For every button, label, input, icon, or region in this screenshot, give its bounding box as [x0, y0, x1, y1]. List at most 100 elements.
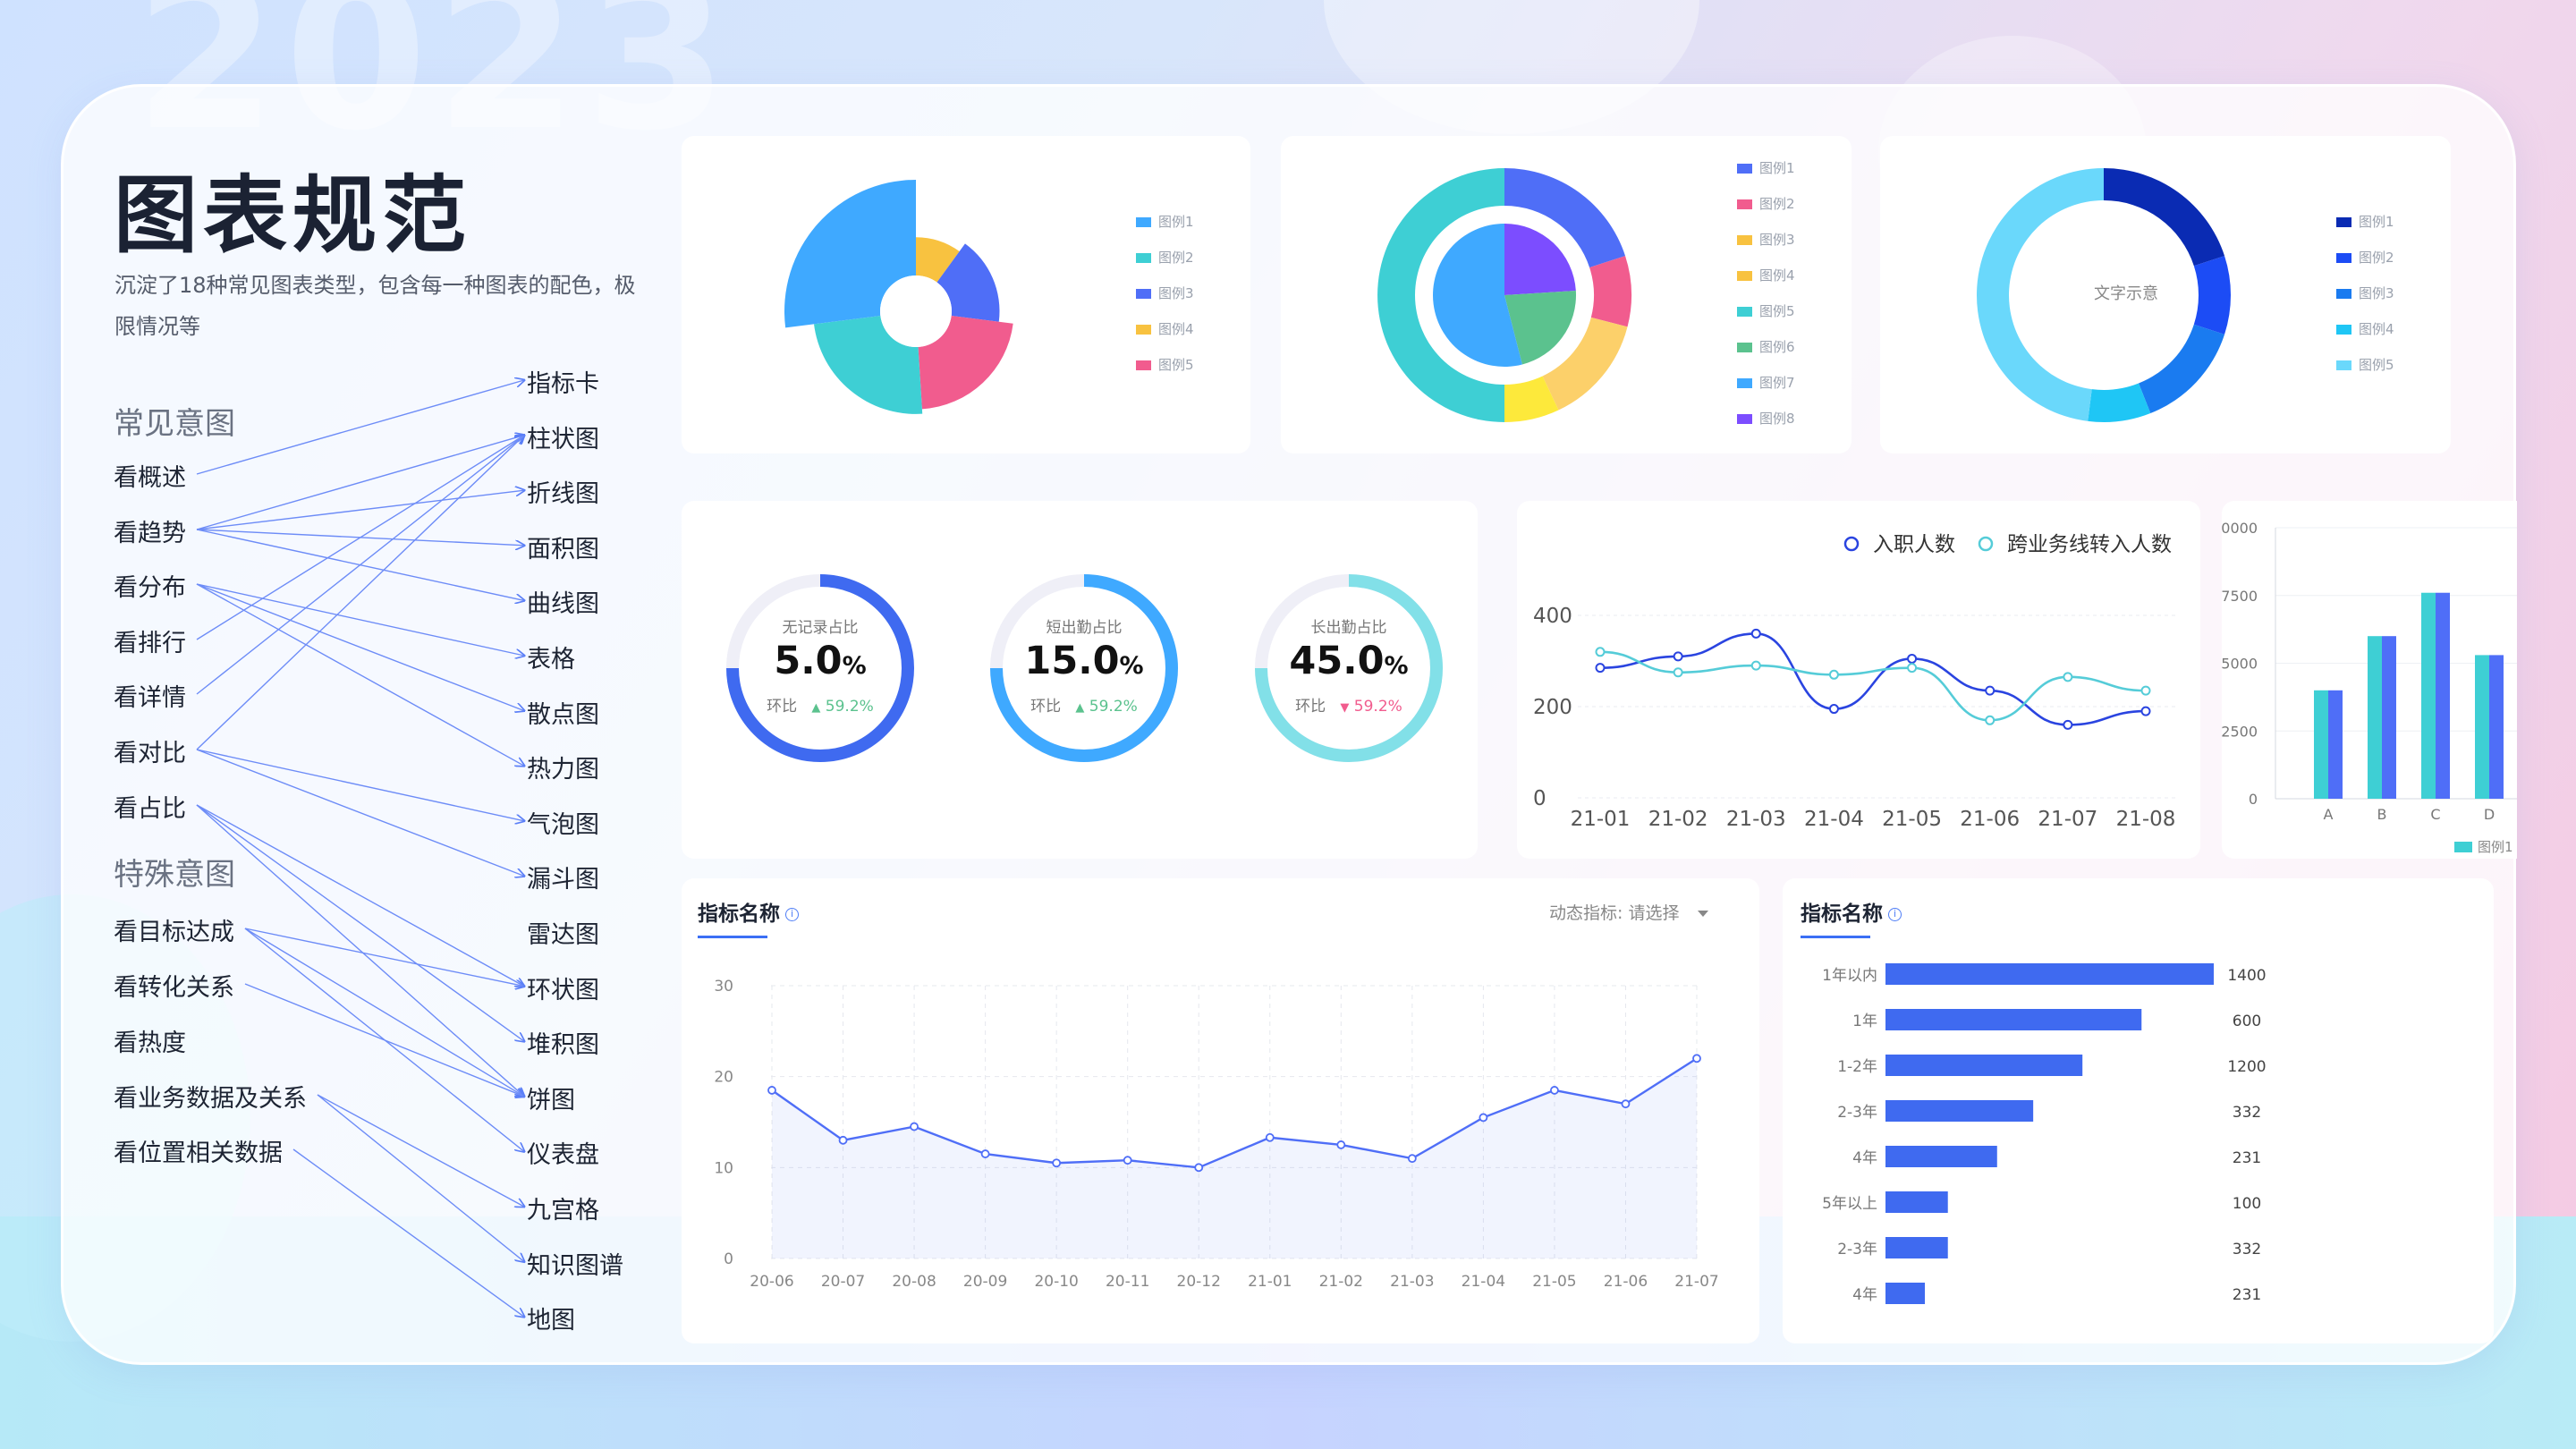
- intent-item[interactable]: 看排行: [114, 630, 186, 657]
- nested-legend-swatch: [1737, 378, 1752, 388]
- chart-type-item[interactable]: 堆积图: [527, 1031, 599, 1060]
- intent-link: [317, 1094, 524, 1262]
- line-chart: 0 200 400 21-01 21-02 21-03 21-04 21-05 21-06 21-…: [1533, 533, 2179, 831]
- rose-chart: 图例1 图例2 图例3 图例4 图例5: [784, 180, 1194, 414]
- intent-link: [196, 583, 524, 656]
- intent-link: [244, 928, 524, 1097]
- nested-legend-swatch: [1737, 307, 1752, 317]
- chart-type-item[interactable]: 曲线图: [527, 590, 599, 619]
- chart-type-item[interactable]: 热力图: [527, 756, 599, 784]
- nested-legend-swatch: [1737, 235, 1752, 245]
- intent-link: [196, 436, 524, 695]
- hbar-category-label: 1-2年: [1837, 1058, 1877, 1076]
- info-icon[interactable]: i: [1888, 908, 1902, 921]
- chart-type-item[interactable]: 知识图谱: [527, 1251, 623, 1280]
- area-point: [1407, 1154, 1417, 1164]
- intent-item[interactable]: 看目标达成: [114, 919, 234, 946]
- chart-type-item[interactable]: 雷达图: [527, 921, 599, 949]
- hbar-bar: [1885, 1283, 1926, 1304]
- intent-item[interactable]: 看位置相关数据: [114, 1140, 283, 1167]
- intent-item[interactable]: 看对比: [114, 740, 186, 767]
- intent-item[interactable]: 看热度: [114, 1030, 186, 1057]
- y-tick-label: 10000: [2222, 520, 2258, 537]
- chart-type-item[interactable]: 漏斗图: [527, 866, 599, 894]
- bar: [2421, 592, 2436, 799]
- nested-donut-chart: 图例1 图例2 图例3 图例4 图例5 图例6 图例7 图例8: [1377, 160, 1795, 427]
- common-intent-heading: 常见意图: [114, 406, 235, 442]
- line-series: [1599, 632, 2147, 726]
- intent-item[interactable]: 看分布: [114, 574, 186, 602]
- bar: [2368, 636, 2382, 799]
- hbar-category-label: 1年以内: [1822, 967, 1877, 985]
- chart-type-item[interactable]: 柱状图: [527, 425, 599, 453]
- nested-legend-swatch: [1737, 199, 1752, 209]
- rose-slice: [784, 180, 916, 328]
- line-point: [2063, 719, 2073, 730]
- x-tick-label: 21-02: [1319, 1273, 1363, 1291]
- hbar-value-label: 1200: [2227, 1058, 2266, 1076]
- hbar-bar: [1885, 1146, 1997, 1167]
- gauge-progress: [990, 574, 1178, 762]
- intent-item[interactable]: 看转化关系: [114, 974, 234, 1002]
- donut-center-text: 文字示意: [2094, 284, 2158, 303]
- nested-legend-label: 图例5: [1759, 303, 1795, 319]
- trend-down-icon: ▼: [1340, 701, 1350, 715]
- chart-type-item[interactable]: 表格: [527, 646, 575, 674]
- chart-type-item[interactable]: 环状图: [527, 976, 599, 1004]
- area-point: [1550, 1086, 1559, 1095]
- hbar-value-label: 231: [2233, 1149, 2261, 1167]
- rose-legend-label: 图例3: [1158, 285, 1194, 301]
- x-tick-label: 20-06: [750, 1273, 793, 1291]
- line-point: [1673, 667, 1683, 678]
- hbar-category-label: 4年: [1852, 1149, 1877, 1167]
- chart-type-item[interactable]: 面积图: [527, 535, 599, 564]
- line-point: [1828, 704, 1839, 715]
- intent-item[interactable]: 看详情: [114, 684, 186, 712]
- chart-type-item[interactable]: 九宫格: [527, 1197, 599, 1224]
- area-point: [767, 1086, 776, 1095]
- donut-legend-label: 图例2: [2359, 250, 2394, 266]
- area-point: [1194, 1163, 1204, 1173]
- x-tick-label: 21-06: [1604, 1273, 1648, 1291]
- x-tick-label: 21-03: [1390, 1273, 1434, 1291]
- donut-legend-swatch: [2336, 360, 2351, 370]
- gauge-progress: [1255, 574, 1443, 762]
- chart-type-item[interactable]: 散点图: [527, 700, 599, 729]
- caret-down-icon: [1697, 911, 1708, 917]
- line-point: [1907, 653, 1918, 664]
- y-tick-label: 20: [714, 1069, 733, 1087]
- intent-item[interactable]: 看概述: [114, 464, 186, 492]
- intent-item[interactable]: 看业务数据及关系: [114, 1085, 307, 1113]
- chart-type-item[interactable]: 折线图: [527, 480, 599, 509]
- dynamic-metric-select[interactable]: 动态指标: 请选择: [1549, 900, 1708, 924]
- bar: [2436, 592, 2450, 799]
- hbar-bar: [1885, 1055, 2083, 1076]
- info-icon[interactable]: i: [785, 908, 799, 921]
- donut-slice: [2139, 324, 2225, 414]
- rose-legend-swatch: [1136, 289, 1151, 299]
- intent-link: [196, 583, 524, 766]
- chart-type-item[interactable]: 饼图: [527, 1086, 575, 1114]
- line-series: [1599, 650, 2147, 722]
- hbar-bar: [1885, 1237, 1948, 1258]
- gauge-change: 环比 ▼ 59.2%: [1295, 698, 1402, 716]
- gauge-progress: [726, 574, 914, 762]
- title-underline: [1801, 936, 1870, 938]
- chart-type-item[interactable]: 指标卡: [527, 370, 599, 398]
- hbar-category-label: 2-3年: [1837, 1241, 1877, 1258]
- bar-legend-swatch: [2454, 842, 2472, 852]
- outer-ring-slice: [1589, 256, 1631, 327]
- intent-item[interactable]: 看占比: [114, 795, 186, 823]
- intent-link: [317, 1094, 524, 1207]
- chart-type-item[interactable]: 仪表盘: [527, 1141, 599, 1170]
- x-tick-label: 20-09: [963, 1273, 1007, 1291]
- rose-slice: [918, 316, 1013, 410]
- intent-link: [196, 804, 524, 987]
- intent-item[interactable]: 看趋势: [114, 520, 186, 547]
- chart-type-item[interactable]: 地图: [527, 1307, 575, 1335]
- x-tick-label: 21-08: [2116, 808, 2176, 831]
- chart-type-item[interactable]: 气泡图: [527, 810, 599, 839]
- x-tick-label: 21-02: [1648, 808, 1708, 831]
- bar: [2382, 636, 2396, 799]
